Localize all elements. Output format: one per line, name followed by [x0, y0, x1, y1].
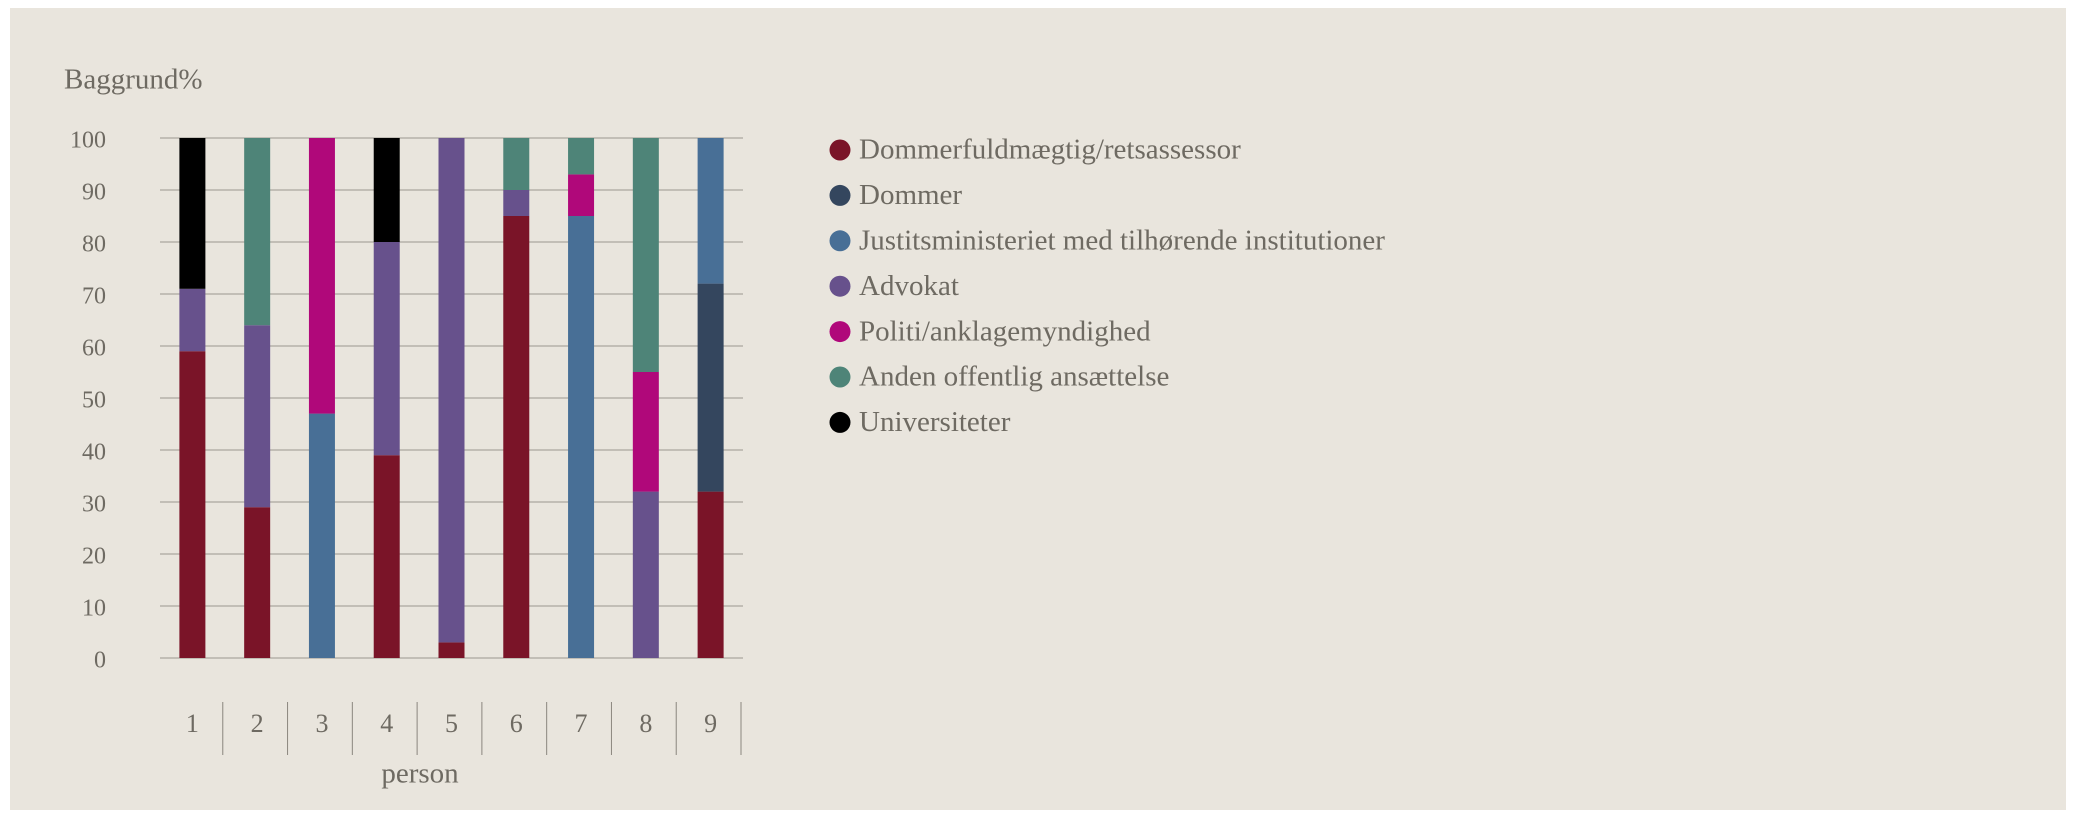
- bar-segment: [697, 491, 724, 658]
- legend-label: Dommer: [859, 179, 962, 211]
- bar-segment: [568, 216, 595, 658]
- y-tick-label: 80: [82, 232, 106, 258]
- bar-segment: [568, 138, 595, 175]
- bar-segment: [503, 216, 530, 658]
- y-tick-label: 60: [82, 336, 106, 362]
- legend-label: Anden offentlig ansættelse: [859, 361, 1169, 393]
- y-tick-label: 70: [82, 284, 106, 310]
- bar-segment: [373, 138, 400, 242]
- bar-segment: [697, 138, 724, 284]
- legend-label: Politi/anklagemyndighed: [859, 315, 1151, 347]
- bar-segment: [179, 288, 206, 352]
- bar-segment: [244, 507, 271, 658]
- legend-label: Justitsministeriet med tilhørende instit…: [859, 224, 1385, 256]
- bar-segment: [568, 174, 595, 216]
- legend-swatch: [829, 321, 851, 343]
- bar-segment: [632, 491, 659, 658]
- legend-swatch: [829, 139, 851, 161]
- legend-swatch: [829, 184, 851, 206]
- y-tick-label: 40: [82, 440, 106, 466]
- bar-segment: [179, 138, 206, 289]
- bar-segment: [308, 138, 335, 414]
- legend-swatch: [829, 411, 851, 433]
- y-tick-label: 20: [82, 544, 106, 570]
- legend-label: Dommerfuldmægtig/retsassessor: [859, 134, 1241, 166]
- legend-swatch: [829, 275, 851, 297]
- bar-segment: [697, 283, 724, 492]
- x-tick-label: 8: [639, 709, 652, 738]
- bar-segment: [503, 190, 530, 216]
- bar-segment: [373, 455, 400, 658]
- y-tick-label: 50: [82, 388, 106, 414]
- legend-label: Universiteter: [859, 406, 1011, 438]
- bar-segment: [244, 325, 271, 508]
- bar-segment: [438, 138, 465, 643]
- legend-swatch: [829, 230, 851, 252]
- x-tick-label: 7: [575, 709, 588, 738]
- bar-segment: [503, 138, 530, 190]
- chart-title: Baggrund%: [64, 64, 203, 96]
- y-tick-label: 10: [82, 596, 106, 622]
- bar-segment: [373, 242, 400, 456]
- bar-segment: [179, 351, 206, 658]
- legend-label: Advokat: [859, 270, 959, 302]
- bar-segment: [632, 138, 659, 372]
- x-tick-label: 3: [315, 709, 328, 738]
- bar-segment: [438, 642, 465, 658]
- x-axis-label: person: [381, 758, 459, 790]
- x-tick-label: 1: [186, 709, 199, 738]
- x-tick-label: 4: [380, 709, 393, 738]
- bar-segment: [244, 138, 271, 326]
- bar-segment: [308, 413, 335, 658]
- bar-segment: [632, 372, 659, 492]
- x-tick-label: 6: [510, 709, 523, 738]
- legend-swatch: [829, 366, 851, 388]
- y-tick-label: 100: [70, 128, 106, 154]
- x-tick-label: 2: [251, 709, 264, 738]
- x-tick-label: 9: [704, 709, 717, 738]
- x-tick-label: 5: [445, 709, 458, 738]
- y-tick-label: 90: [82, 180, 106, 206]
- y-tick-label: 30: [82, 492, 106, 518]
- y-tick-label: 0: [94, 648, 106, 674]
- panel: [10, 8, 2066, 810]
